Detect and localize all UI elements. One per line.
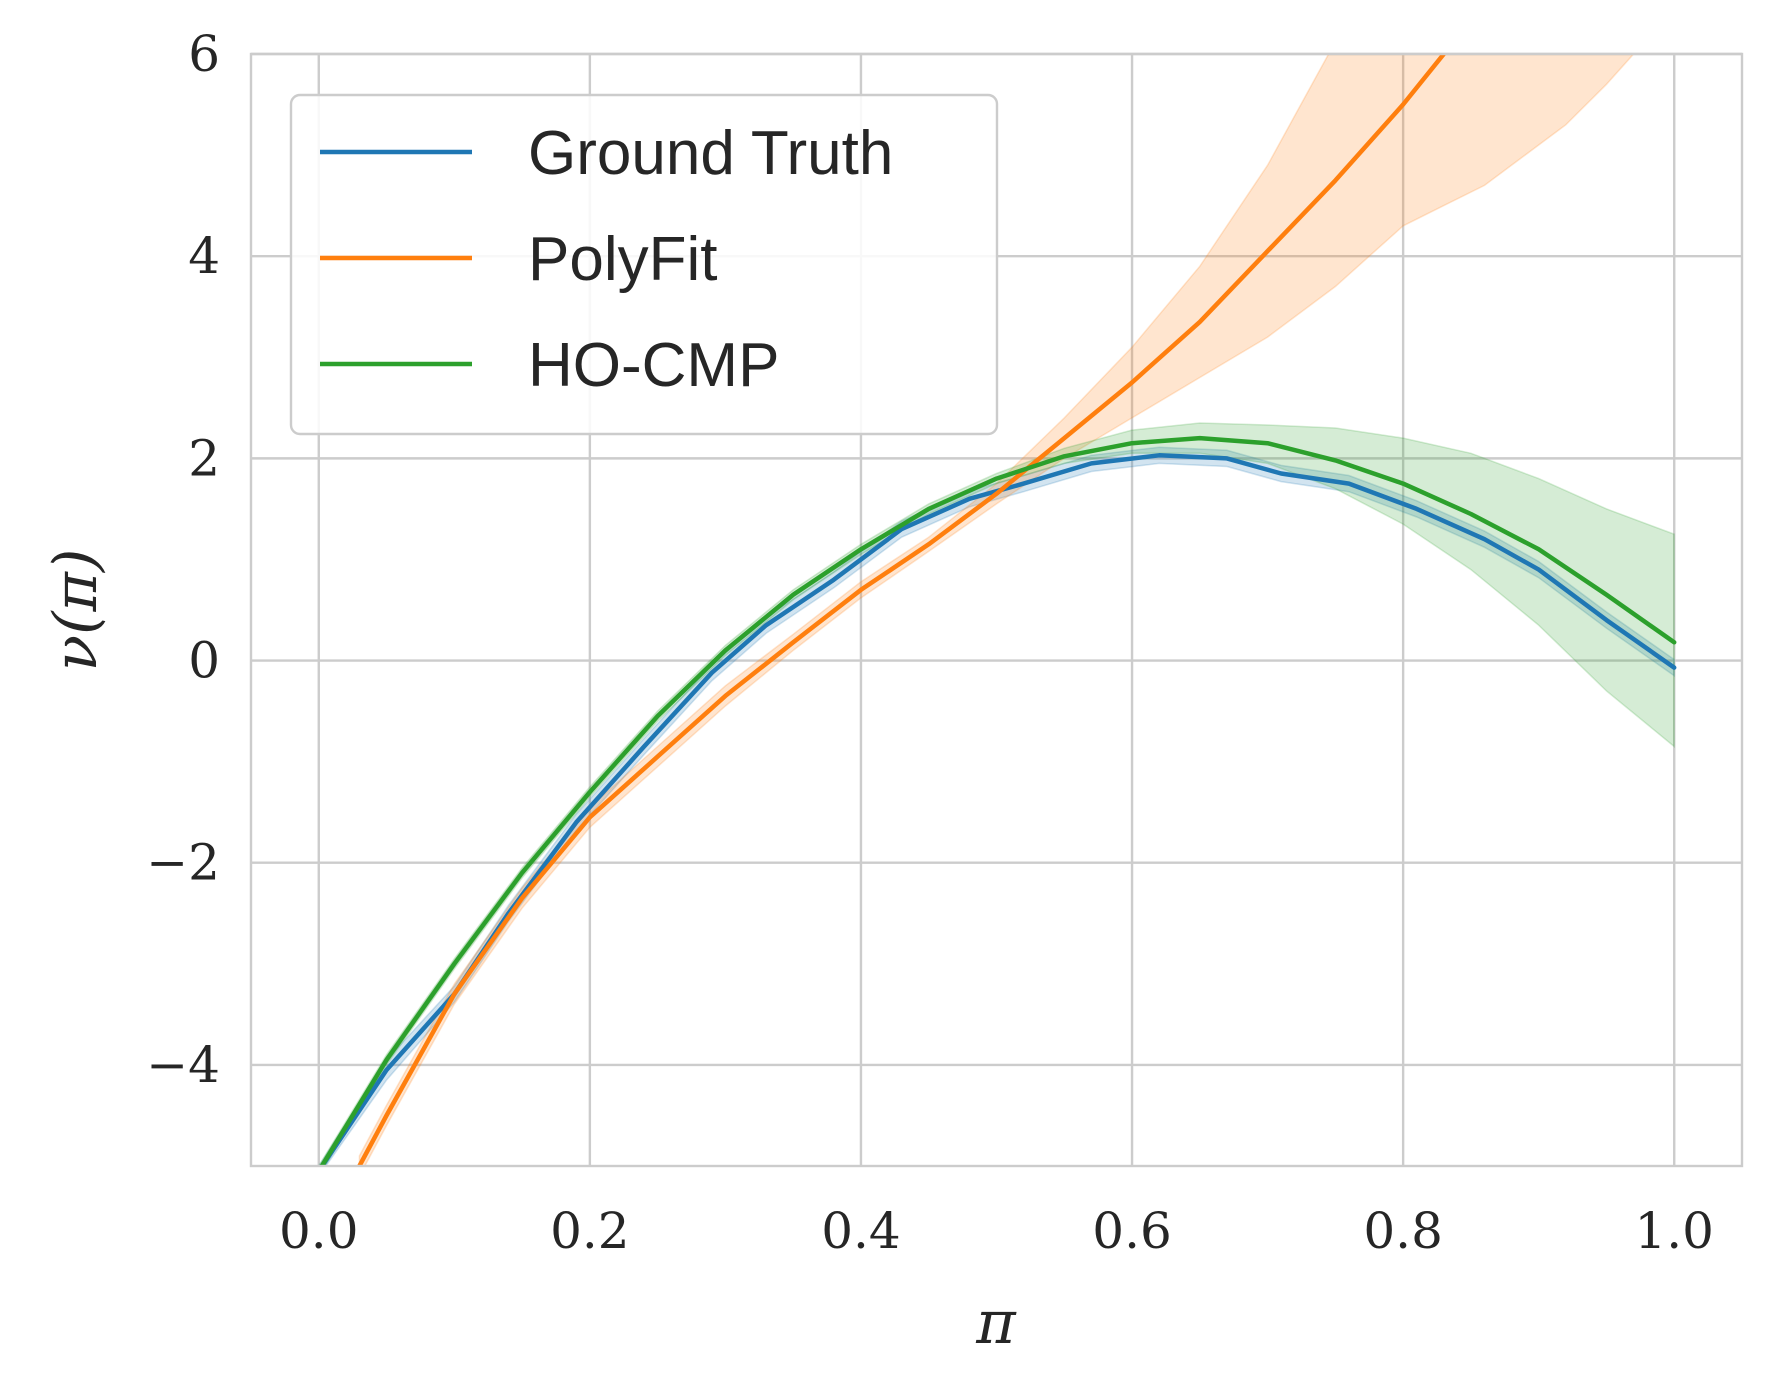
legend: Ground Truth PolyFit HO-CMP (289, 93, 999, 436)
legend-label: PolyFit (528, 225, 717, 294)
y-tick-label: 0 (188, 632, 220, 690)
y-tick-label: −2 (146, 834, 220, 892)
x-tick-label: 0.0 (279, 1202, 359, 1260)
y-tick-label: −4 (146, 1036, 220, 1094)
x-tick-label: 0.4 (821, 1202, 901, 1260)
series-line-ho-cmp (319, 435, 1677, 1166)
plot-frame (249, 52, 1744, 1168)
series-lines (319, 54, 1677, 1166)
x-tick-label: 0.6 (1092, 1202, 1172, 1260)
x-tick-label: 0.8 (1363, 1202, 1443, 1260)
legend-box (289, 93, 999, 436)
legend-label: HO-CMP (528, 331, 779, 400)
y-tick-label: 2 (188, 429, 220, 487)
y-axis-label: ν(π) (41, 549, 111, 672)
x-tick-label: 1.0 (1634, 1202, 1714, 1260)
y-tick-label: 6 (188, 25, 220, 83)
x-axis-label: π (975, 1288, 1017, 1358)
band-ho-cmp (318, 422, 1675, 1166)
tick-labels: 0.0 0.2 0.4 0.6 0.8 1.0 −4 −2 0 2 4 6 (146, 25, 1714, 1260)
band-polyfit (358, 54, 1635, 1166)
x-tick-label: 0.2 (550, 1202, 630, 1260)
y-tick-label: 4 (188, 227, 220, 285)
legend-label: Ground Truth (528, 119, 893, 188)
series-line-polyfit (357, 54, 1447, 1166)
